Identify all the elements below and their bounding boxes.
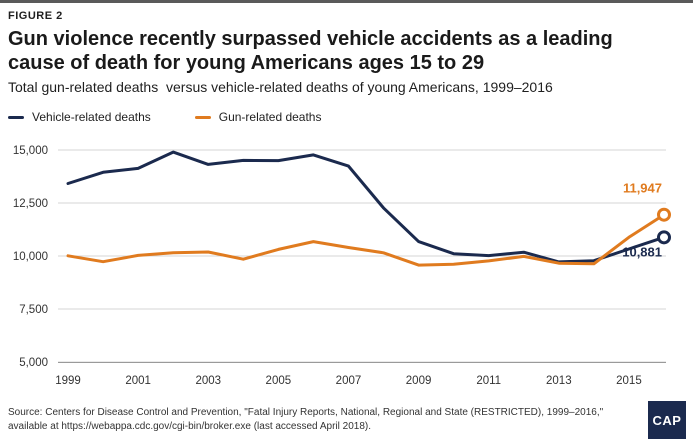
figure-label: FIGURE 2	[8, 10, 63, 22]
end-marker-gun	[657, 207, 671, 222]
chart-subtitle: Total gun-related deaths versus vehicle-…	[8, 79, 553, 95]
x-tick-label: 2013	[546, 375, 572, 387]
legend-label-vehicle: Vehicle-related deaths	[32, 110, 151, 124]
y-tick-label: 7,500	[19, 304, 48, 316]
y-tick-label: 5,000	[19, 357, 48, 369]
chart-title: Gun violence recently surpassed vehicle …	[8, 28, 613, 74]
legend-swatch-vehicle	[8, 115, 24, 119]
x-tick-label: 2015	[616, 375, 642, 387]
end-marker-vehicle	[657, 230, 671, 245]
cap-logo: CAP	[648, 401, 686, 439]
series-line-gun	[66, 213, 666, 267]
legend: Vehicle-related deaths Gun-related death…	[8, 108, 365, 126]
y-tick-label: 10,000	[13, 251, 48, 263]
end-label-vehicle: 10,881	[622, 244, 662, 259]
legend-swatch-gun	[194, 115, 211, 119]
legend-item-vehicle: Vehicle-related deaths	[8, 110, 151, 124]
y-tick-label: 15,000	[13, 145, 48, 157]
x-tick-label: 1999	[55, 375, 81, 387]
legend-label-gun: Gun-related deaths	[218, 110, 322, 124]
legend-item-gun: Gun-related deaths	[194, 110, 322, 124]
series-line-vehicle	[66, 150, 666, 264]
x-tick-label: 2011	[476, 375, 501, 387]
end-label-gun: 11,947	[623, 181, 662, 196]
x-tick-label: 2001	[125, 375, 151, 387]
x-tick-label: 2005	[266, 375, 292, 387]
top-rule	[0, 0, 693, 3]
y-tick-label: 12,500	[13, 198, 48, 210]
source-note: Source: Centers for Disease Control and …	[8, 407, 604, 432]
line-chart: 5,000 7,500 10,000 12,500 15,000 1999 2001 2003…	[13, 145, 671, 387]
x-tick-label: 2003	[195, 375, 221, 387]
x-tick-label: 2009	[406, 375, 432, 387]
x-tick-label: 2007	[336, 375, 362, 387]
